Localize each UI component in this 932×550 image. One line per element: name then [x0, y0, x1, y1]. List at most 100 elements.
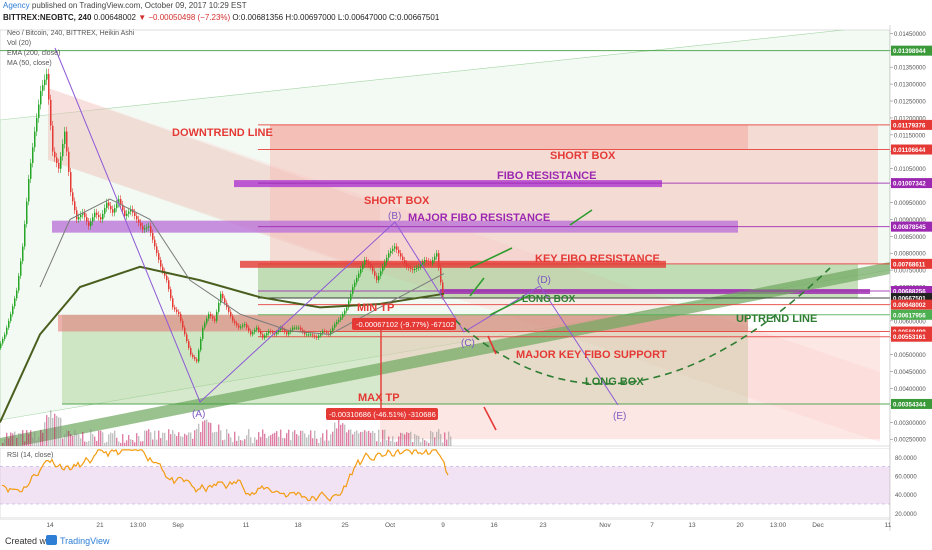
volume-bar [332, 431, 334, 446]
volume-bar [170, 434, 172, 446]
volume-bar [92, 434, 94, 446]
volume-bar [254, 437, 256, 446]
candle-body [4, 334, 6, 339]
volume-bar [304, 433, 306, 446]
volume-bar [178, 432, 180, 446]
candle-body [168, 280, 170, 290]
candle-body [124, 210, 126, 216]
volume-bar [300, 430, 302, 446]
volume-bar [432, 432, 434, 446]
volume-bar [114, 430, 116, 446]
price-tick-label-11: 0.00900000 [894, 218, 926, 224]
volume-bar [174, 433, 176, 446]
candle-body [358, 273, 360, 279]
volume-bar [74, 429, 76, 446]
candle-body [110, 205, 112, 210]
annotation-7: UPTREND LINE [736, 313, 817, 325]
volume-bar [38, 437, 40, 446]
candle-body [258, 327, 260, 331]
volume-bar [286, 433, 288, 446]
candle-body [354, 282, 356, 288]
publisher-name[interactable]: Agency [3, 1, 30, 10]
volume-bar [374, 432, 376, 446]
candle-body [162, 266, 164, 272]
volume-bar [188, 432, 190, 446]
candle-body [24, 224, 26, 247]
legend-vol: Vol (20) [7, 40, 32, 47]
price-tick-label-21: 0.00400000 [894, 387, 926, 393]
published-text: published on TradingView.com, October 09… [31, 1, 247, 10]
wave-point-2: (C) [461, 338, 475, 349]
volume-bar [290, 440, 292, 446]
footer-brand[interactable]: TradingView [60, 536, 110, 546]
candle-body [82, 212, 84, 215]
candle-body [372, 266, 374, 272]
annotation-11: MAX TP [358, 392, 400, 404]
arrow-down-2 [483, 406, 497, 431]
price-tick-label-10: 0.00950000 [894, 201, 926, 207]
price-chart[interactable]: DOWNTREND LINE SHORT BOX FIBO RESISTANCE SH… [0, 25, 932, 531]
symbol-line: BITTREX:NEOBTC, 240 0.00648002 ▼ −0.0005… [3, 13, 439, 22]
short-box-upper-zone [270, 124, 748, 150]
candle-body [332, 327, 334, 332]
candle-body [10, 314, 12, 321]
short-box-upper [270, 124, 878, 264]
volume-bar [86, 441, 88, 446]
candle-body [228, 307, 230, 312]
candle-body [86, 217, 88, 222]
volume-bar [396, 441, 398, 446]
price-tick-label-5: 0.01200000 [894, 116, 926, 122]
volume-bar [230, 437, 232, 446]
level-label-bg-7 [891, 293, 932, 304]
volume-bar [212, 432, 214, 446]
candle-body [90, 221, 92, 227]
candle-body [164, 271, 166, 276]
volume-bar [372, 430, 374, 446]
volume-bar [294, 430, 296, 446]
plot-area [0, 29, 891, 447]
candle-body [20, 261, 22, 276]
volume-bar [448, 431, 450, 446]
wave-point-4: (E) [613, 411, 626, 422]
candle-body [134, 212, 136, 216]
candle-body [176, 309, 178, 312]
volume-bar [56, 415, 58, 446]
candle-body [154, 239, 156, 247]
volume-bar [268, 436, 270, 446]
candle-body [298, 327, 300, 329]
candle-body [420, 264, 422, 267]
level-label-bg-12 [891, 398, 932, 409]
volume-bar [326, 429, 328, 446]
candle-body [342, 314, 344, 318]
candle-body [252, 332, 254, 335]
volume-bar [382, 429, 384, 446]
volume-bar [214, 431, 216, 446]
price-tick-label-13: 0.00800000 [894, 252, 926, 258]
level-label-7: 0.00667501 [893, 296, 926, 303]
volume-bar [24, 441, 26, 446]
level-label-bg-3 [891, 178, 932, 189]
candle-body [30, 163, 32, 179]
volume-bar [274, 432, 276, 446]
candle-body [194, 356, 196, 360]
candle-body [254, 329, 256, 333]
volume-bar [356, 430, 358, 446]
candle-body [242, 325, 244, 327]
annotation-5: KEY FIBO RESISTANCE [535, 253, 660, 265]
volume-bar [140, 441, 142, 446]
volume-bar [194, 430, 196, 446]
level-label-1: 0.01179376 [893, 122, 926, 129]
candle-body [190, 347, 192, 355]
volume-bar [210, 422, 212, 446]
volume-bar [184, 433, 186, 446]
volume-bar [150, 432, 152, 446]
candle-body [422, 262, 424, 265]
volume-bar [104, 442, 106, 446]
volume-bar [54, 413, 56, 446]
time-tick-13: 13 [688, 522, 696, 529]
candle-body [92, 217, 94, 222]
volume-bar [380, 441, 382, 446]
candle-body [184, 327, 186, 335]
candle-body [432, 260, 434, 264]
volume-bar [52, 417, 54, 446]
